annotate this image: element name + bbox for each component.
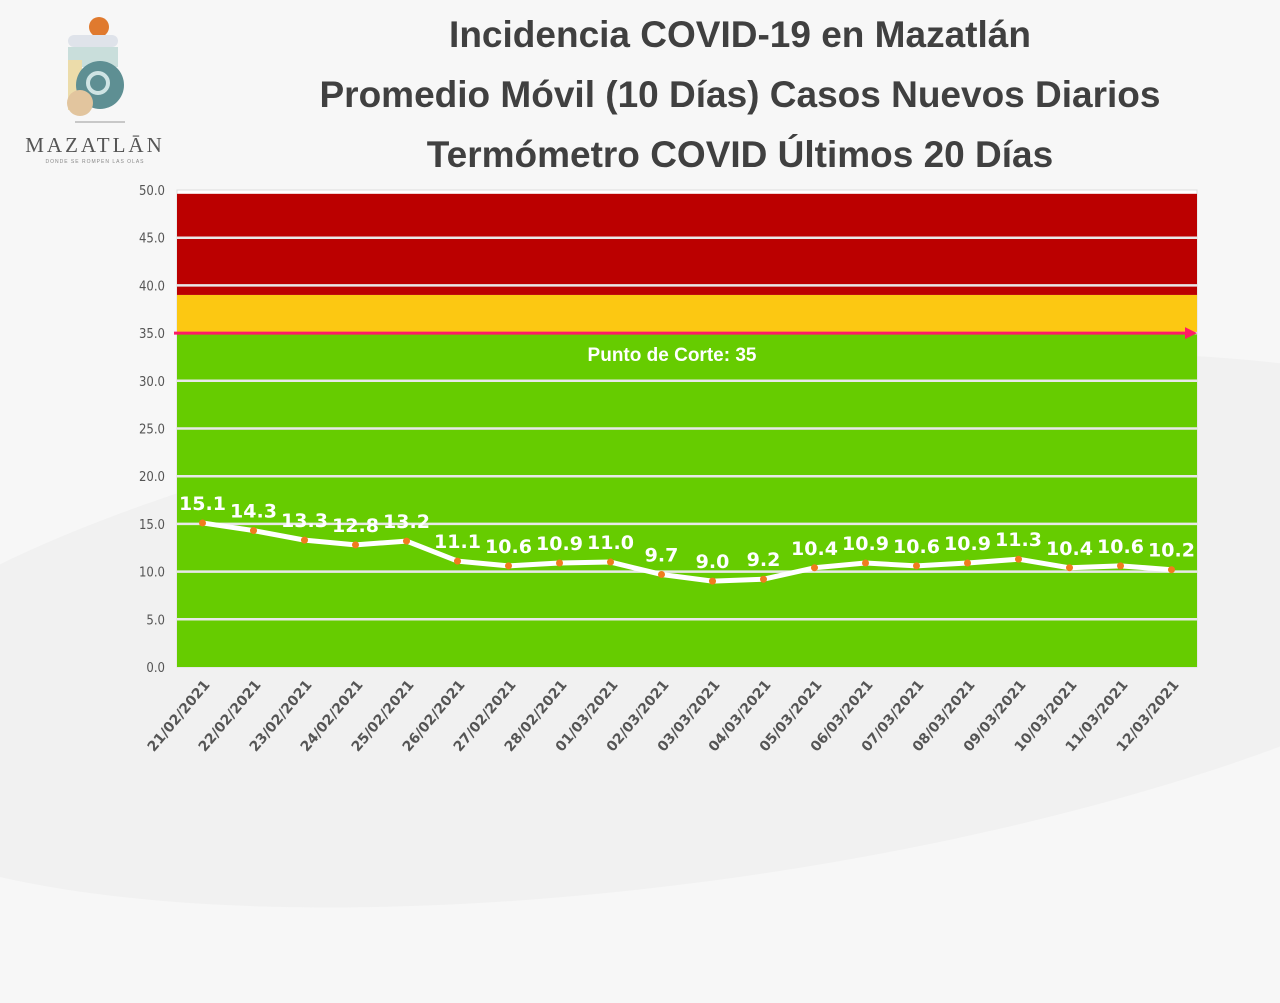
data-point [1168, 566, 1175, 574]
data-label: 9.7 [645, 544, 679, 566]
data-point [505, 562, 512, 570]
y-tick-label: 35.0 [139, 327, 165, 342]
data-point [811, 564, 818, 572]
data-label: 11.1 [434, 531, 481, 553]
data-label: 10.9 [842, 533, 889, 555]
data-point [964, 559, 971, 567]
y-tick-label: 20.0 [139, 470, 165, 485]
threshold-arrow-icon [1185, 327, 1197, 340]
data-label: 10.4 [1046, 538, 1093, 560]
data-point [454, 557, 461, 565]
title-line-1: Incidencia COVID-19 en Mazatlán [449, 14, 1031, 55]
y-tick-label: 10.0 [139, 566, 165, 581]
data-label: 15.1 [179, 493, 226, 515]
data-label: 11.0 [587, 532, 634, 554]
title-line-2: Promedio Móvil (10 Días) Casos Nuevos Di… [319, 74, 1161, 115]
data-point [1015, 555, 1022, 563]
band-0 [177, 333, 1197, 667]
data-label: 11.3 [995, 529, 1042, 551]
data-point [1117, 562, 1124, 570]
band-1 [177, 294, 1197, 334]
data-point [250, 527, 257, 535]
shell-logo-icon [67, 17, 125, 123]
y-tick-label: 50.0 [139, 184, 165, 199]
data-point [862, 559, 869, 567]
y-tick-label: 5.0 [146, 613, 165, 628]
logo-tagline: DONDE SE ROMPEN LAS OLAS [45, 159, 145, 165]
logo-wordmark: MAZATLĀN [25, 133, 165, 157]
data-point [760, 575, 767, 583]
data-label: 10.9 [536, 533, 583, 555]
y-tick-label: 0.0 [146, 661, 165, 676]
data-label: 10.2 [1148, 540, 1195, 562]
data-point [607, 558, 614, 566]
data-label: 10.6 [893, 536, 940, 558]
data-label: 13.3 [281, 510, 328, 532]
data-label: 10.4 [791, 538, 838, 560]
title-line-3: Termómetro COVID Últimos 20 Días [426, 134, 1054, 175]
data-point [301, 536, 308, 544]
data-label: 13.2 [383, 511, 430, 533]
y-tick-label: 15.0 [139, 518, 165, 533]
data-point [403, 537, 410, 545]
y-tick-label: 45.0 [139, 232, 165, 247]
data-point [709, 577, 716, 585]
y-tick-label: 25.0 [139, 423, 165, 438]
series-line [202, 520, 1172, 584]
data-label: 12.8 [332, 515, 379, 537]
data-point [658, 570, 665, 578]
data-label: 9.0 [696, 551, 730, 573]
data-label: 14.3 [230, 501, 277, 523]
data-label: 9.2 [747, 549, 781, 571]
data-point [352, 541, 359, 549]
data-point [1066, 564, 1073, 572]
data-point [199, 519, 206, 527]
data-point [556, 559, 563, 567]
y-tick-label: 30.0 [139, 375, 165, 390]
data-point [913, 562, 920, 570]
data-label: 10.9 [944, 533, 991, 555]
line-chart: 0.0 5.0 10.0 15.0 20.0 25.0 30.0 35.0 40.0 45.0 50… [139, 184, 1198, 755]
band-2 [177, 193, 1197, 295]
data-label: 10.6 [1097, 536, 1144, 558]
mazatlan-logo: MAZATLĀN DONDE SE ROMPEN LAS OLAS [20, 15, 170, 170]
y-tick-label: 40.0 [139, 279, 165, 294]
threshold-label: Punto de Corte: 35 [588, 345, 757, 366]
data-label: 10.6 [485, 536, 532, 558]
